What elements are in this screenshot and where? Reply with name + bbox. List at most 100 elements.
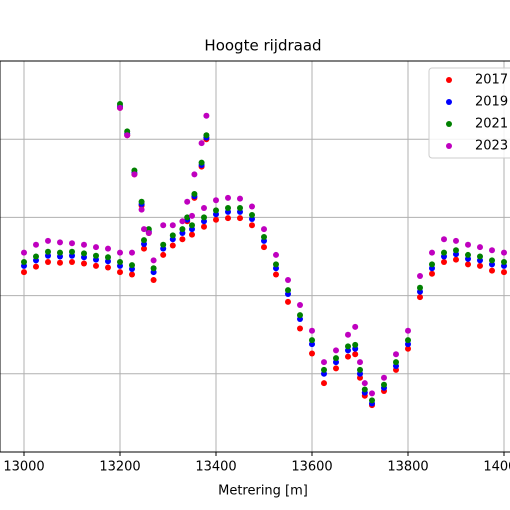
point [141, 237, 147, 244]
point [117, 258, 123, 265]
point [273, 251, 279, 258]
point [333, 355, 339, 362]
point [189, 222, 195, 229]
point [33, 241, 39, 248]
point [285, 287, 291, 294]
point [179, 226, 186, 233]
point [213, 207, 219, 214]
series [21, 104, 507, 397]
point [57, 249, 63, 256]
point [105, 245, 111, 252]
point [357, 366, 363, 373]
x-tick-label: 13000 [3, 460, 44, 475]
point [225, 215, 231, 222]
point [237, 215, 243, 222]
point [405, 345, 411, 352]
point [489, 257, 495, 264]
point [405, 337, 411, 344]
point [261, 233, 267, 240]
point [441, 249, 447, 256]
point [381, 374, 387, 381]
point [309, 337, 315, 344]
point [321, 380, 327, 387]
point [93, 262, 99, 269]
point [105, 254, 111, 261]
point [273, 261, 279, 268]
point [477, 253, 483, 260]
point [93, 244, 99, 251]
x-tick-label: 13800 [387, 460, 428, 475]
x-tick-label: 14000 [483, 460, 510, 475]
point [169, 242, 176, 249]
point [184, 214, 191, 221]
legend-box [428, 67, 510, 159]
point [57, 259, 63, 266]
point [429, 261, 435, 268]
point [453, 256, 459, 263]
point [117, 269, 123, 276]
legend-marker [446, 143, 452, 149]
point [417, 294, 423, 301]
point [417, 284, 423, 291]
point [352, 323, 359, 330]
point [345, 343, 351, 350]
point [201, 223, 207, 230]
point [203, 112, 210, 119]
point [417, 273, 423, 280]
point [21, 249, 27, 256]
point [405, 327, 411, 334]
point [393, 351, 399, 358]
point [81, 260, 87, 267]
point [361, 380, 368, 387]
x-tick-label: 13600 [291, 460, 332, 475]
point [169, 232, 176, 239]
x-tick-label: 13200 [99, 460, 140, 475]
point [191, 171, 198, 178]
point [150, 276, 157, 283]
point [57, 239, 63, 246]
point [179, 236, 186, 243]
point [441, 258, 447, 265]
point [489, 267, 495, 274]
point [465, 251, 471, 258]
point [273, 271, 279, 278]
point [297, 325, 303, 332]
point [333, 365, 339, 372]
point [117, 249, 123, 256]
point [21, 269, 27, 276]
point [105, 264, 111, 271]
point [198, 159, 205, 166]
point [129, 249, 135, 256]
point [124, 132, 131, 139]
point [381, 381, 387, 388]
point [453, 237, 459, 244]
point [201, 205, 207, 212]
legend-marker [446, 99, 452, 105]
point [249, 222, 255, 229]
point [131, 171, 138, 178]
point [361, 386, 368, 393]
point [150, 257, 157, 264]
legend-label: 2023 [475, 139, 508, 154]
point [501, 269, 507, 276]
plot-frame [0, 60, 510, 453]
point [369, 390, 375, 397]
point [203, 132, 210, 139]
point [453, 247, 459, 254]
point [249, 212, 255, 219]
point [213, 197, 219, 204]
point [129, 262, 135, 269]
point [477, 262, 483, 269]
point [261, 226, 267, 233]
point [237, 205, 243, 212]
point [201, 214, 207, 221]
point [249, 203, 255, 210]
point [160, 251, 167, 258]
point [429, 270, 435, 277]
point [489, 247, 495, 254]
point [69, 248, 75, 255]
point [309, 327, 315, 334]
point [429, 249, 435, 256]
legend-marker [446, 77, 452, 83]
